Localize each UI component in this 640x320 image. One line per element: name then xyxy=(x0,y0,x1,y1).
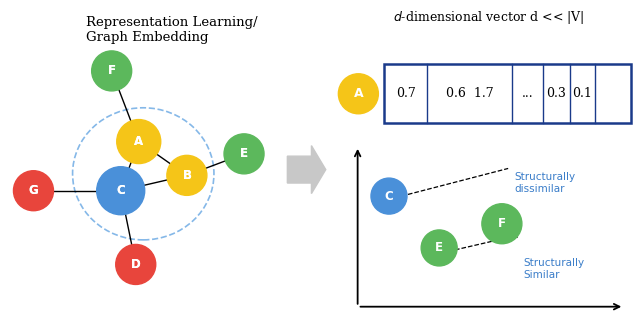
Text: C: C xyxy=(116,184,125,197)
Text: 0.6  1.7: 0.6 1.7 xyxy=(445,87,493,100)
Ellipse shape xyxy=(13,171,54,211)
Ellipse shape xyxy=(339,74,378,114)
Ellipse shape xyxy=(97,167,145,215)
Text: B: B xyxy=(182,169,191,182)
Point xyxy=(131,262,141,267)
Text: 0.7: 0.7 xyxy=(396,87,415,100)
FancyBboxPatch shape xyxy=(384,64,630,123)
Text: G: G xyxy=(29,184,38,197)
Text: E: E xyxy=(435,241,443,254)
Ellipse shape xyxy=(482,204,522,244)
Point xyxy=(28,188,38,193)
Text: 0.1: 0.1 xyxy=(573,87,593,100)
Text: ...: ... xyxy=(522,87,533,100)
Text: A: A xyxy=(353,87,363,100)
Text: F: F xyxy=(108,64,116,77)
Ellipse shape xyxy=(421,230,457,266)
Text: B: B xyxy=(182,169,191,182)
Text: E: E xyxy=(240,147,248,160)
Ellipse shape xyxy=(116,244,156,284)
FancyArrow shape xyxy=(287,146,326,194)
Ellipse shape xyxy=(116,120,161,164)
Text: Structurally
dissimilar: Structurally dissimilar xyxy=(515,172,575,194)
Text: D: D xyxy=(131,258,141,271)
Point xyxy=(239,151,249,156)
Text: F: F xyxy=(498,217,506,230)
Text: 0.3: 0.3 xyxy=(546,87,566,100)
Text: C: C xyxy=(385,189,394,203)
Point xyxy=(106,68,117,74)
Text: Representation Learning/
Graph Embedding: Representation Learning/ Graph Embedding xyxy=(86,16,258,44)
Text: D: D xyxy=(131,258,141,271)
Text: C: C xyxy=(116,184,125,197)
Text: $d$-dimensional vector d << |V|: $d$-dimensional vector d << |V| xyxy=(394,9,585,26)
Ellipse shape xyxy=(224,134,264,174)
Point xyxy=(116,188,126,193)
Text: E: E xyxy=(240,147,248,160)
Ellipse shape xyxy=(92,51,132,91)
Text: A: A xyxy=(134,135,143,148)
Point xyxy=(182,173,192,178)
Text: G: G xyxy=(29,184,38,197)
Text: F: F xyxy=(108,64,116,77)
Ellipse shape xyxy=(371,178,407,214)
Ellipse shape xyxy=(167,155,207,195)
Text: A: A xyxy=(134,135,143,148)
Text: Structurally
Similar: Structurally Similar xyxy=(524,258,585,280)
Point xyxy=(134,139,144,144)
